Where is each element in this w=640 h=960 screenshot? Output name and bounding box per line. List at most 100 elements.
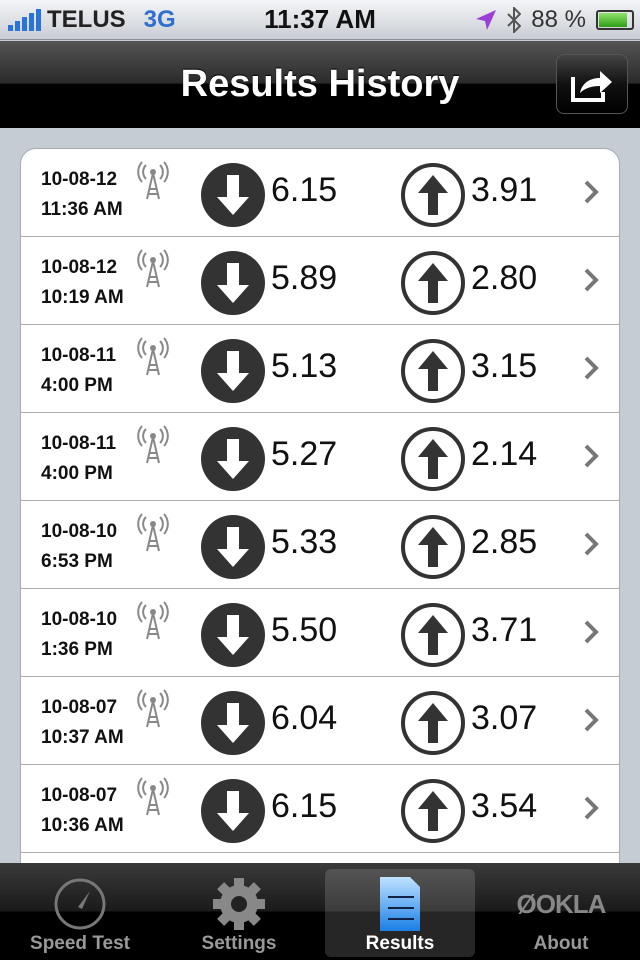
clock: 11:37 AM: [264, 4, 376, 34]
result-datetime: 10-08-10 1:36 PM: [41, 605, 117, 665]
result-row[interactable]: 10-08-12 11:36 AM 6.15 3.91: [21, 149, 619, 237]
result-row[interactable]: 10-08-11 4:00 PM 5.13 3.15: [21, 325, 619, 413]
share-button[interactable]: [556, 54, 628, 114]
result-time: 1:36 PM: [41, 639, 113, 660]
download-icon: [201, 603, 265, 667]
tab-label: Settings: [201, 933, 277, 954]
result-date: 10-08-12: [41, 257, 118, 278]
chevron-right-icon: [584, 356, 599, 380]
upload-icon: [401, 163, 465, 227]
result-row[interactable]: 10-08-07 10:36 AM 6.15 3.54: [21, 765, 619, 853]
chevron-right-icon: [584, 180, 599, 204]
tab-settings[interactable]: Settings: [164, 869, 314, 957]
ookla-logo: ØOKLA: [516, 888, 607, 919]
tab-bar: Speed Test Settings Results ØOKLA About: [0, 863, 640, 960]
download-speed: 5.13: [271, 347, 338, 385]
battery-icon: [596, 9, 634, 30]
result-datetime: 10-08-07 10:36 AM: [41, 781, 124, 841]
upload-speed: 3.54: [471, 787, 538, 825]
cell-tower-icon: [137, 249, 169, 288]
signal-icon: [8, 8, 41, 31]
result-datetime: 10-08-10 6:53 PM: [41, 517, 117, 577]
battery-percent: 88 %: [531, 5, 586, 33]
result-datetime: 10-08-11 4:00 PM: [41, 341, 116, 401]
result-date: 10-08-11: [41, 345, 117, 366]
cell-tower-icon: [137, 337, 169, 376]
tab-speed-test[interactable]: Speed Test: [5, 869, 155, 957]
chevron-right-icon: [584, 708, 599, 732]
upload-icon: [401, 515, 465, 579]
result-datetime: 10-08-11 4:00 PM: [41, 429, 116, 489]
result-date: 10-08-07: [41, 785, 118, 806]
tab-results[interactable]: Results: [325, 869, 475, 957]
download-speed: 6.15: [271, 787, 338, 825]
upload-speed: 2.80: [471, 259, 538, 297]
result-datetime: 10-08-07 10:37 AM: [41, 693, 124, 753]
upload-speed: 2.85: [471, 523, 538, 561]
results-list: 10-08-12 11:36 AM 6.15 3.91 10-08-12 10:19…: [20, 148, 620, 868]
tab-label: Results: [365, 933, 435, 954]
download-speed: 5.50: [271, 611, 338, 649]
upload-speed: 3.71: [471, 611, 538, 649]
page-title: Results History: [180, 63, 460, 105]
download-speed: 6.04: [271, 699, 338, 737]
result-row[interactable]: 10-08-07 10:37 AM 6.04 3.07: [21, 677, 619, 765]
bluetooth-icon: [507, 6, 522, 33]
upload-speed: 3.07: [471, 699, 538, 737]
upload-icon: [401, 339, 465, 403]
result-time: 4:00 PM: [41, 375, 113, 396]
result-time: 10:36 AM: [41, 815, 124, 836]
download-icon: [201, 251, 265, 315]
result-date: 10-08-07: [41, 697, 118, 718]
chevron-right-icon: [584, 532, 599, 556]
chevron-right-icon: [584, 796, 599, 820]
download-speed: 6.15: [271, 171, 338, 209]
cell-tower-icon: [137, 161, 169, 200]
result-time: 6:53 PM: [41, 551, 113, 572]
chevron-right-icon: [584, 444, 599, 468]
download-speed: 5.27: [271, 435, 338, 473]
result-date: 10-08-12: [41, 169, 118, 190]
download-speed: 5.89: [271, 259, 338, 297]
download-icon: [201, 691, 265, 755]
result-time: 10:37 AM: [41, 727, 124, 748]
result-row[interactable]: 10-08-10 1:36 PM 5.50 3.71: [21, 589, 619, 677]
result-row[interactable]: 10-08-10 6:53 PM 5.33 2.85: [21, 501, 619, 589]
chevron-right-icon: [584, 620, 599, 644]
cell-tower-icon: [137, 425, 169, 464]
cell-tower-icon: [137, 777, 169, 816]
download-speed: 5.33: [271, 523, 338, 561]
upload-icon: [401, 251, 465, 315]
share-icon: [571, 71, 612, 102]
tab-label: About: [533, 933, 589, 954]
upload-icon: [401, 779, 465, 843]
result-datetime: 10-08-12 10:19 AM: [41, 253, 124, 313]
download-icon: [201, 515, 265, 579]
document-list-icon: [380, 877, 420, 931]
upload-icon: [401, 691, 465, 755]
chevron-right-icon: [584, 268, 599, 292]
download-icon: [201, 339, 265, 403]
result-date: 10-08-10: [41, 609, 118, 630]
cell-tower-icon: [137, 689, 169, 728]
upload-speed: 3.15: [471, 347, 538, 385]
network-type: 3G: [143, 5, 176, 33]
download-icon: [201, 163, 265, 227]
tab-label: Speed Test: [30, 933, 130, 954]
result-row[interactable]: 10-08-11 4:00 PM 5.27 2.14: [21, 413, 619, 501]
cell-tower-icon: [137, 601, 169, 640]
result-time: 11:36 AM: [41, 199, 123, 220]
carrier: TELUS: [47, 5, 126, 33]
navigation-bar: Results History: [0, 41, 640, 128]
speedometer-icon: [54, 878, 106, 930]
status-bar: TELUS 3G 11:37 AM 88 %: [0, 0, 640, 40]
gear-icon: [213, 878, 265, 930]
cell-tower-icon: [137, 513, 169, 552]
result-date: 10-08-11: [41, 433, 117, 454]
upload-speed: 2.14: [471, 435, 538, 473]
tab-about[interactable]: ØOKLA About: [486, 869, 636, 957]
result-time: 4:00 PM: [41, 463, 113, 484]
upload-icon: [401, 603, 465, 667]
upload-icon: [401, 427, 465, 491]
result-row[interactable]: 10-08-12 10:19 AM 5.89 2.80: [21, 237, 619, 325]
